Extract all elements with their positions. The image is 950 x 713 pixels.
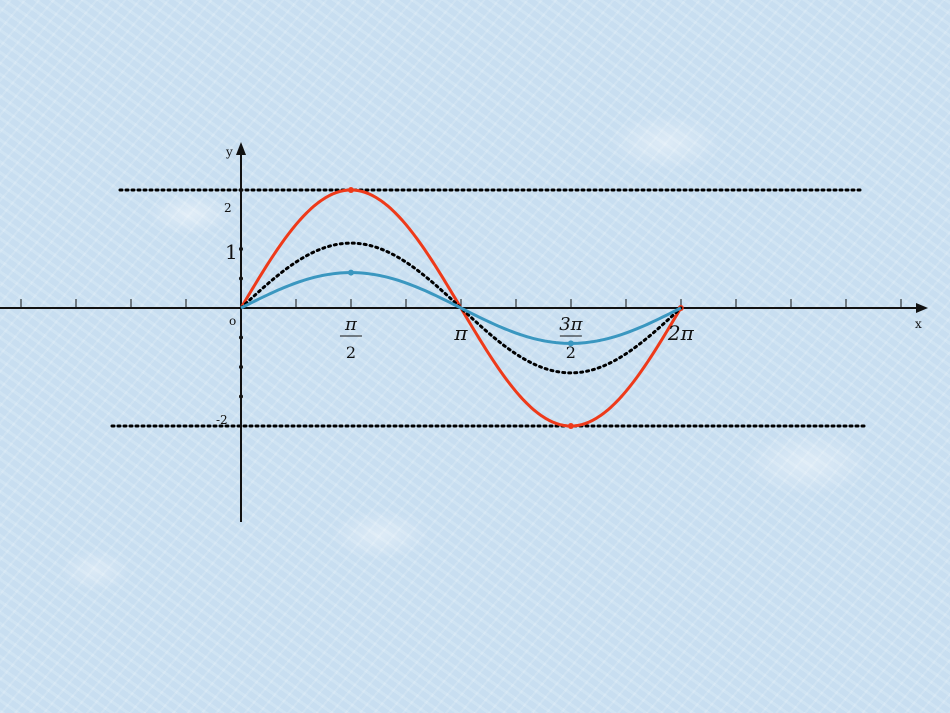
- y-axis-dot: [239, 335, 243, 340]
- series-0-point-0: [347, 187, 354, 193]
- x-tick-label-denominator: 2: [566, 343, 576, 362]
- series-layer: [239, 187, 684, 429]
- y-axis-label: y: [225, 145, 233, 159]
- x-tick-label-numerator: π: [344, 314, 358, 335]
- y-axis-dot: [239, 394, 243, 399]
- y-tick-label: 2: [224, 201, 232, 215]
- x-axis-ticks: [20, 188, 902, 399]
- x-tick-label-numerator: 3π: [559, 314, 583, 335]
- x-tick-label: 2π: [667, 321, 695, 345]
- y-tick-label: 1: [225, 240, 238, 264]
- x-tick-label: π: [453, 321, 468, 345]
- reference-lines: [110, 188, 866, 428]
- y-axis-dot: [239, 276, 243, 281]
- x-axis-label: x: [915, 317, 922, 331]
- y-axis-dot: [239, 247, 243, 251]
- x-tick-label-denominator: 2: [346, 343, 356, 362]
- x-axis-arrow: [916, 303, 928, 313]
- y-axis-dot: [239, 365, 243, 369]
- series-2-point-1: [567, 340, 574, 347]
- origin-label: o: [229, 314, 236, 328]
- series-2-point-0: [347, 269, 354, 276]
- y-tick-label: -2: [216, 413, 228, 427]
- y-axis-dot: [239, 188, 243, 192]
- axis-labels: x y o: [225, 145, 922, 331]
- y-axis-arrow: [236, 142, 246, 155]
- series-2-line: [240, 271, 682, 345]
- y-tick-labels: 2 1 -2: [216, 201, 238, 427]
- series-0-point-1: [567, 423, 574, 429]
